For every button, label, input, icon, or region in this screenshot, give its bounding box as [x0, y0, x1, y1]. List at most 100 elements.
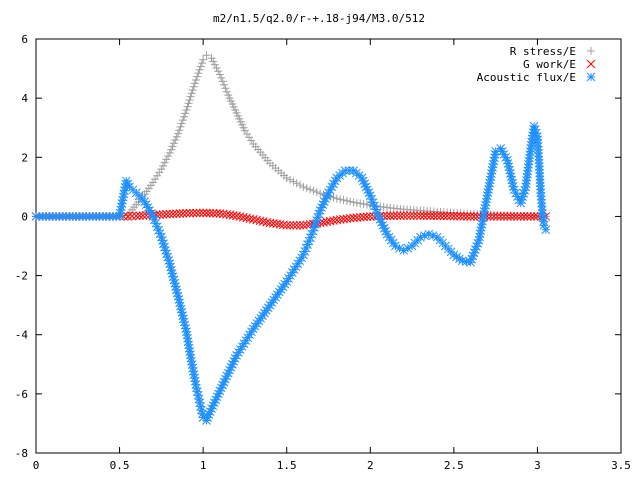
- data-point: [269, 295, 279, 305]
- data-point: [282, 173, 291, 182]
- data-point: [189, 82, 198, 91]
- data-point: [221, 84, 230, 93]
- data-point: [399, 211, 409, 220]
- data-point: [539, 220, 549, 230]
- data-point: [302, 184, 311, 193]
- data-point: [188, 208, 198, 218]
- data-point: [382, 211, 392, 221]
- data-point: [365, 191, 375, 201]
- y-tick-label: 6: [21, 33, 28, 46]
- data-point: [336, 195, 345, 204]
- data-point: [172, 209, 181, 219]
- data-point: [131, 211, 141, 221]
- data-point: [325, 185, 335, 195]
- data-point: [186, 92, 195, 101]
- data-point: [123, 212, 133, 221]
- data-point: [208, 208, 218, 218]
- data-point: [187, 89, 196, 98]
- data-point: [538, 213, 548, 222]
- data-point: [452, 211, 462, 221]
- data-point: [162, 209, 171, 219]
- data-point: [312, 188, 321, 197]
- data-point: [181, 109, 190, 118]
- data-point: [177, 119, 186, 128]
- data-point: [306, 185, 315, 194]
- data-point: [339, 196, 348, 205]
- data-point: [245, 133, 254, 142]
- data-point: [541, 225, 551, 235]
- data-point: [466, 212, 475, 221]
- data-point: [419, 211, 429, 220]
- legend-label: Acoustic flux/E: [477, 71, 576, 84]
- data-point: [526, 212, 536, 221]
- data-point: [496, 212, 506, 221]
- legend-marker: [587, 47, 595, 55]
- data-point: [232, 211, 241, 221]
- x-tick-label: 3: [534, 459, 541, 472]
- data-point: [194, 69, 203, 78]
- data-point: [392, 211, 402, 221]
- data-point: [175, 209, 185, 218]
- data-point: [152, 222, 162, 232]
- data-point: [507, 175, 517, 185]
- x-tick-label: 0: [33, 459, 40, 472]
- data-point: [215, 70, 224, 79]
- legend-label: G work/E: [523, 58, 576, 71]
- data-point: [247, 136, 256, 145]
- data-point: [150, 215, 159, 225]
- data-point: [436, 211, 445, 221]
- data-point: [149, 178, 157, 187]
- data-point: [154, 225, 163, 235]
- data-point: [296, 181, 305, 190]
- data-point: [212, 208, 221, 218]
- data-point: [217, 73, 226, 82]
- y-tick-label: 0: [21, 210, 28, 223]
- data-point: [212, 63, 221, 72]
- data-point: [182, 208, 191, 218]
- data-point: [159, 161, 168, 170]
- y-tick-label: -4: [15, 329, 29, 342]
- data-point: [135, 211, 144, 221]
- chart-title: m2/n1.5/q2.0/r-+.18-j94/M3.0/512: [213, 12, 425, 25]
- data-point: [157, 165, 166, 174]
- data-point: [148, 212, 158, 221]
- data-point: [371, 205, 381, 214]
- data-point: [184, 99, 193, 108]
- data-point: [359, 200, 368, 209]
- data-point: [406, 211, 415, 220]
- data-point: [164, 152, 173, 161]
- series-+-0: [32, 51, 550, 221]
- data-point: [180, 112, 189, 121]
- data-point: [210, 60, 219, 69]
- data-point: [138, 211, 148, 220]
- data-point: [214, 67, 223, 76]
- data-point: [258, 217, 268, 226]
- data-point: [362, 200, 371, 209]
- data-point: [151, 218, 161, 228]
- data-point: [396, 211, 405, 220]
- data-point: [449, 211, 459, 221]
- data-point: [209, 57, 218, 66]
- data-point: [538, 209, 547, 218]
- data-point: [167, 145, 176, 154]
- data-point: [303, 240, 312, 249]
- data-point: [509, 212, 519, 221]
- data-point: [370, 201, 379, 211]
- data-point: [178, 208, 188, 218]
- data-point: [153, 171, 162, 180]
- data-point: [355, 212, 365, 222]
- data-point: [155, 168, 164, 177]
- data-point: [391, 241, 400, 251]
- data-point: [402, 211, 412, 220]
- data-point: [356, 199, 365, 208]
- data-point: [176, 122, 185, 131]
- data-point: [191, 380, 201, 389]
- data-point: [289, 177, 298, 186]
- data-point: [240, 126, 249, 135]
- data-point: [279, 220, 288, 230]
- data-point: [492, 212, 502, 221]
- data-point: [309, 186, 318, 195]
- data-point: [245, 214, 255, 224]
- data-point: [168, 142, 177, 151]
